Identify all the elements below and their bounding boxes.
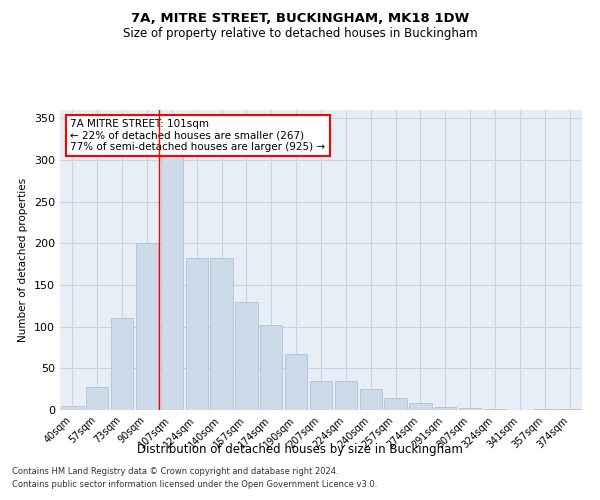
Bar: [86, 386, 109, 410]
Bar: [61, 406, 83, 410]
Text: Contains HM Land Registry data © Crown copyright and database right 2024.: Contains HM Land Registry data © Crown c…: [12, 468, 338, 476]
Bar: [533, 409, 556, 410]
Text: 7A, MITRE STREET, BUCKINGHAM, MK18 1DW: 7A, MITRE STREET, BUCKINGHAM, MK18 1DW: [131, 12, 469, 26]
Bar: [459, 408, 481, 410]
Bar: [310, 381, 332, 410]
Bar: [434, 406, 457, 410]
Bar: [260, 325, 283, 410]
Bar: [185, 258, 208, 410]
Text: Contains public sector information licensed under the Open Government Licence v3: Contains public sector information licen…: [12, 480, 377, 489]
Bar: [161, 139, 183, 410]
Bar: [136, 244, 158, 410]
Bar: [235, 302, 257, 410]
Bar: [385, 398, 407, 410]
Y-axis label: Number of detached properties: Number of detached properties: [19, 178, 28, 342]
Bar: [111, 318, 133, 410]
Bar: [211, 258, 233, 410]
Text: Distribution of detached houses by size in Buckingham: Distribution of detached houses by size …: [137, 442, 463, 456]
Text: 7A MITRE STREET: 101sqm
← 22% of detached houses are smaller (267)
77% of semi-d: 7A MITRE STREET: 101sqm ← 22% of detache…: [70, 119, 326, 152]
Bar: [285, 354, 307, 410]
Text: Size of property relative to detached houses in Buckingham: Size of property relative to detached ho…: [122, 28, 478, 40]
Bar: [484, 409, 506, 410]
Bar: [359, 389, 382, 410]
Bar: [559, 409, 581, 410]
Bar: [409, 402, 431, 410]
Bar: [335, 381, 357, 410]
